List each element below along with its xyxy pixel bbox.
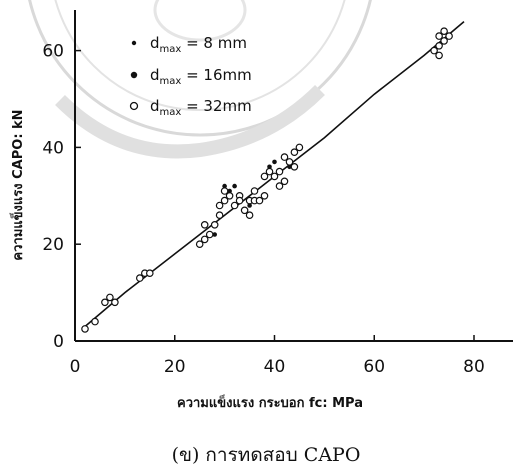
ticks <box>74 49 475 342</box>
y-tick-label: 60 <box>42 42 64 62</box>
data-point-open <box>430 46 438 55</box>
legend-marker <box>130 71 138 79</box>
legend-marker <box>131 40 137 46</box>
data-point-open <box>445 32 453 40</box>
axes <box>74 10 513 342</box>
data-point-open <box>215 211 224 220</box>
x-tick-label: 20 <box>164 357 186 377</box>
data-point-filled <box>227 188 232 194</box>
data-point-open <box>220 196 229 205</box>
data-point-open <box>435 51 443 60</box>
data-point-open <box>200 235 209 244</box>
data-point-open <box>270 172 279 181</box>
data-point-filled <box>232 183 237 189</box>
tick-labels: 0 20 40 60 80 0 20 40 60 <box>42 42 484 377</box>
data-point-filled <box>222 183 227 189</box>
x-tick-label: 60 <box>363 357 385 377</box>
y-tick-label: 20 <box>42 235 64 255</box>
data-point-filled <box>267 164 272 170</box>
data-point-open <box>280 153 289 161</box>
data-point-filled <box>272 159 277 165</box>
x-axis-label: ความแข็งแรง กระบอก fc: MPa <box>177 393 363 411</box>
data-point-open <box>205 230 214 239</box>
legend-marker <box>129 101 139 111</box>
data-point-open <box>435 41 443 50</box>
data-point-open <box>275 167 284 176</box>
data-point-open <box>215 201 224 210</box>
data-point-open <box>81 325 89 333</box>
data-point-open <box>260 172 269 181</box>
y-axis-label: ความแข็งแรง CAPO: kN <box>8 109 26 260</box>
data-point-open <box>210 221 219 229</box>
data-point-open <box>146 269 154 278</box>
legend: dmax = 8 mm dmax = 16mm dmax = 32mm <box>129 34 252 118</box>
data-point-open <box>280 177 289 186</box>
data-point-open <box>91 317 99 326</box>
legend-label: dmax = 16mm <box>150 66 252 87</box>
data-point-open <box>260 192 269 200</box>
data-point-open <box>101 298 109 307</box>
data-point-open <box>111 298 119 307</box>
figure-caption: (ข) การทดสอบ CAPO <box>172 444 361 466</box>
data-point-open <box>200 221 209 229</box>
x-tick-label: 0 <box>70 357 81 377</box>
data-point-open <box>245 211 254 220</box>
y-tick-label: 0 <box>53 332 64 352</box>
data-point-filled <box>247 203 252 208</box>
data-point-open <box>106 293 114 302</box>
data-point-open <box>230 201 239 210</box>
data-point-open <box>295 143 304 152</box>
x-tick-label: 40 <box>264 357 286 377</box>
data-point-open <box>220 187 229 195</box>
data-point-open <box>435 32 443 40</box>
data-point-open <box>136 274 144 282</box>
data-point-open <box>250 187 259 195</box>
data-point-open <box>440 37 448 45</box>
data-points <box>81 27 453 333</box>
data-point-filled <box>287 164 292 170</box>
legend-label: dmax = 8 mm <box>150 34 247 55</box>
data-point-open <box>240 206 249 215</box>
data-point-open <box>195 240 204 249</box>
data-point-open <box>440 27 448 36</box>
data-point-open <box>290 148 299 157</box>
data-point-open <box>275 182 284 190</box>
y-tick-label: 40 <box>42 138 64 158</box>
data-point-filled <box>212 232 217 237</box>
data-point-open <box>235 196 244 205</box>
x-tick-label: 80 <box>463 357 485 377</box>
legend-label: dmax = 32mm <box>150 97 252 118</box>
data-point-open <box>290 163 299 171</box>
data-point-open <box>255 196 264 205</box>
